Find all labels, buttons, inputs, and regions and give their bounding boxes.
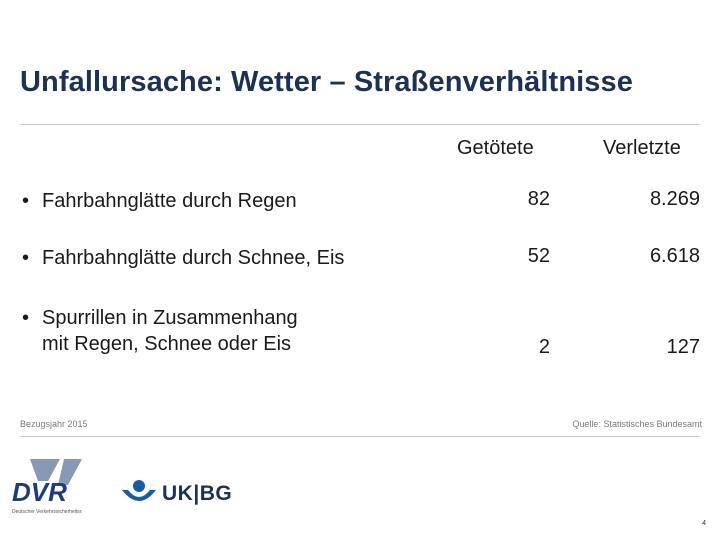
injured-value: 127 — [666, 336, 700, 358]
source-note: Quelle: Statistisches Bundesamt — [572, 419, 702, 429]
dvr-logo-shape-grey — [58, 459, 82, 485]
killed-value: 52 — [527, 245, 550, 267]
injured-value: 8.269 — [649, 188, 700, 210]
row-label: Spurrillen in Zusammenhang mit Regen, Sc… — [20, 305, 298, 357]
ukbg-logo-icon — [122, 480, 156, 501]
killed-value: 82 — [527, 188, 550, 210]
dvr-logo-text: DVR — [12, 477, 67, 507]
killed-value: 2 — [538, 336, 550, 358]
dvr-subtitle: Deutscher Verkehrssicherheitsrat — [12, 509, 82, 515]
ukbg-logo-text: UK|BG — [162, 482, 233, 505]
column-header-injured: Verletzte — [603, 137, 681, 159]
injured-value: 6.618 — [649, 245, 700, 267]
footer-divider — [20, 436, 700, 437]
dvr-logo-icon: DVR — [12, 459, 82, 507]
row-label-line1: Spurrillen in Zusammenhang — [42, 307, 298, 329]
column-header-killed: Getötete — [457, 137, 534, 159]
page-title: Unfallursache: Wetter – Straßenverhältni… — [20, 66, 633, 98]
title-divider — [20, 124, 700, 125]
row-label: Fahrbahnglätte durch Regen — [20, 188, 297, 214]
row-label-line2: mit Regen, Schnee oder Eis — [42, 333, 292, 355]
reference-year: Bezugsjahr 2015 — [20, 419, 88, 429]
dvr-logo-shape-grey — [30, 459, 60, 481]
row-label: Fahrbahnglätte durch Schnee, Eis — [20, 245, 344, 271]
page-number: 4 — [702, 520, 706, 527]
